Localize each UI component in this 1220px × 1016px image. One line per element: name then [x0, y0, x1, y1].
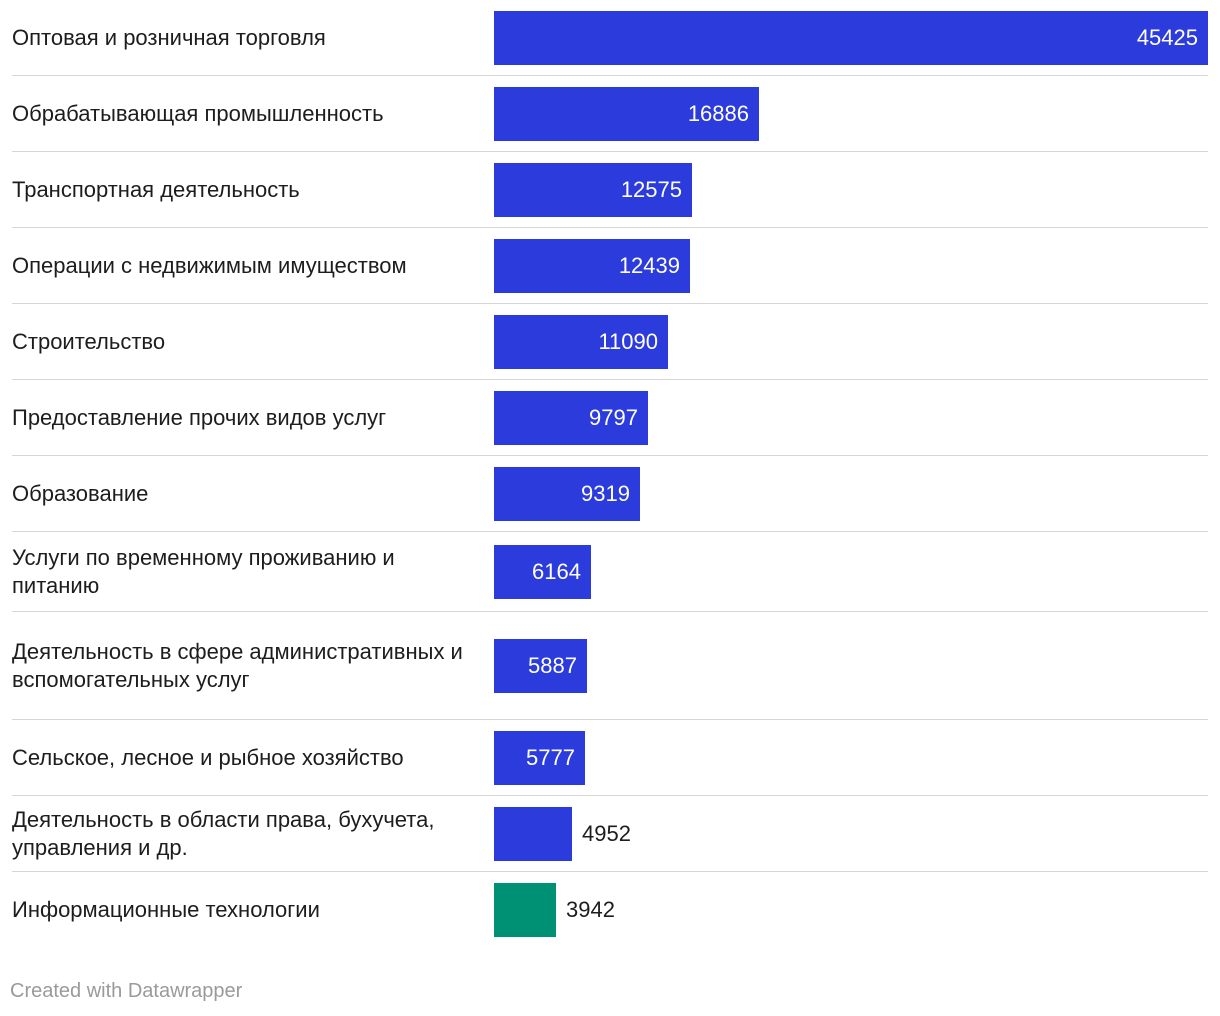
value-label: 11090 — [598, 329, 658, 354]
bar — [494, 883, 556, 937]
value-label: 45425 — [1136, 25, 1198, 50]
bar — [494, 11, 1208, 65]
bar — [494, 639, 587, 693]
row-divider — [12, 227, 1208, 228]
category-label: Строительство — [12, 329, 166, 354]
row-divider — [12, 379, 1208, 380]
category-label: Операции с недвижимым имуществом — [12, 253, 407, 278]
bar — [494, 163, 692, 217]
category-label: Образование — [12, 481, 149, 506]
value-label: 5887 — [528, 653, 577, 678]
bar — [494, 731, 585, 785]
value-label: 4952 — [582, 821, 631, 846]
bar — [494, 545, 591, 599]
value-label: 12575 — [620, 177, 682, 202]
category-label: Предоставление прочих видов услуг — [12, 405, 387, 430]
datawrapper-credit: Created with Datawrapper — [10, 980, 243, 1002]
category-label: Информационные технологии — [12, 897, 320, 922]
value-label: 9797 — [589, 405, 638, 430]
bar — [494, 807, 572, 861]
value-label: 6164 — [532, 559, 581, 584]
row-divider — [12, 151, 1208, 152]
value-label: 12439 — [618, 253, 680, 278]
value-label: 16886 — [687, 101, 749, 126]
value-label: 9319 — [581, 481, 630, 506]
bar — [494, 467, 640, 521]
category-label: Деятельность в области права, бухучета, … — [12, 807, 435, 860]
bar — [494, 315, 668, 369]
row-divider — [12, 611, 1208, 612]
category-label: Транспортная деятельность — [12, 177, 300, 202]
bar — [494, 239, 690, 293]
category-label: Деятельность в сфере административных и … — [12, 639, 463, 692]
row-divider — [12, 871, 1208, 872]
value-label: 3942 — [566, 897, 615, 922]
value-label: 5777 — [526, 745, 575, 770]
row-divider — [12, 719, 1208, 720]
row-divider — [12, 303, 1208, 304]
bar-chart: Оптовая и розничная торговля 45425 Обрабат… — [12, 11, 1208, 937]
row-divider — [12, 531, 1208, 532]
category-label: Оптовая и розничная торговля — [12, 25, 326, 50]
category-label: Сельское, лесное и рыбное хозяйство — [12, 745, 404, 770]
row-divider — [12, 455, 1208, 456]
row-divider — [12, 795, 1208, 796]
category-label: Обрабатывающая промышленность — [12, 101, 384, 126]
category-label: Услуги по временному проживанию и питани… — [12, 545, 395, 598]
row-divider — [12, 75, 1208, 76]
bar — [494, 87, 759, 141]
bar — [494, 391, 648, 445]
